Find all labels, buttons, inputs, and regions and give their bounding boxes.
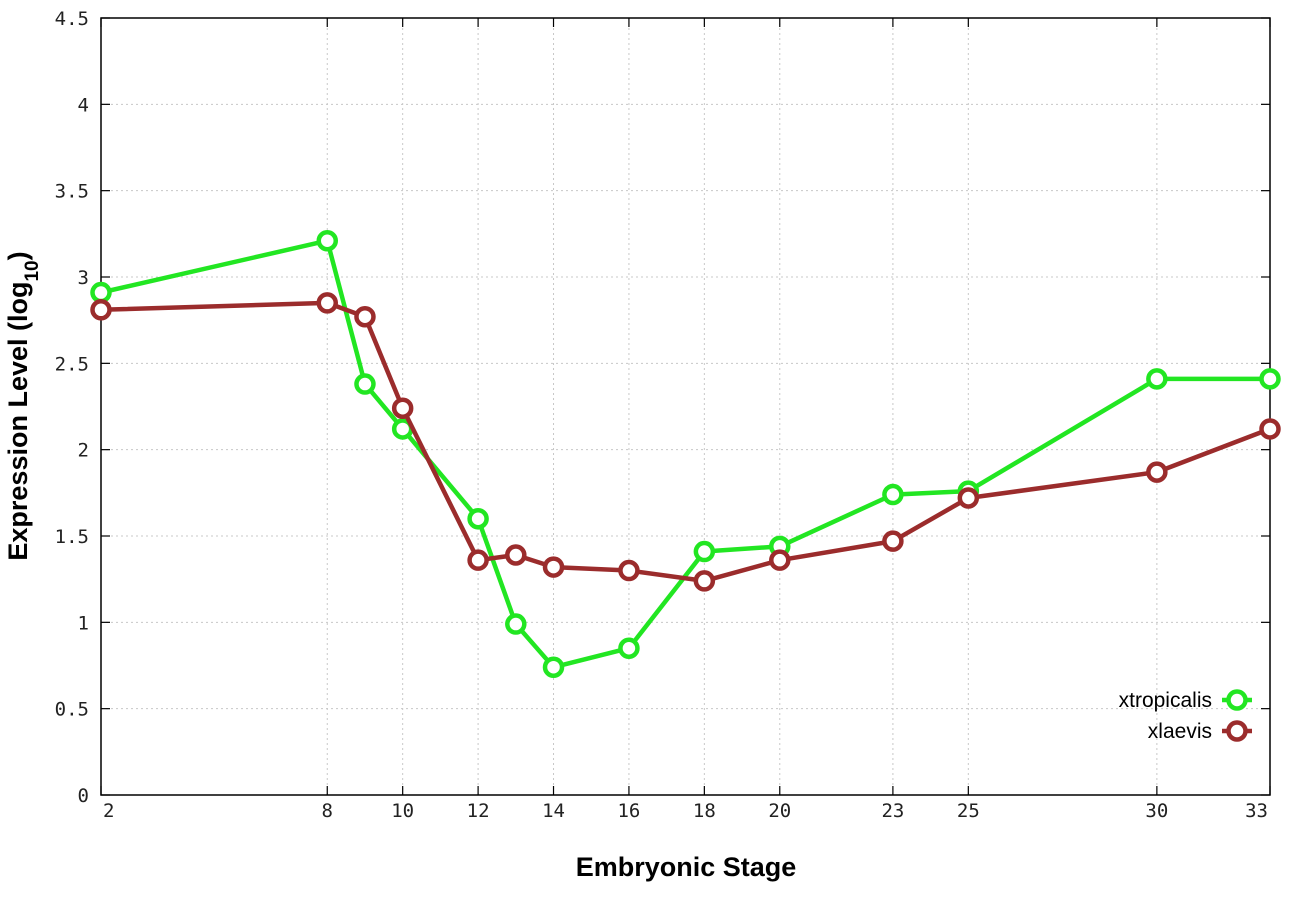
x-tick-label: 23	[881, 800, 904, 822]
data-point	[90, 281, 112, 304]
legend-label: xlaevis	[1148, 720, 1212, 743]
data-point	[505, 613, 527, 635]
x-tick-label: 2	[103, 800, 114, 822]
data-point	[391, 397, 414, 419]
legend-label: xtropicalis	[1119, 689, 1212, 712]
y-tick-label: 1.5	[55, 526, 89, 548]
y-tick-label: 0	[78, 785, 89, 807]
y-tick-label: 4.5	[55, 8, 89, 30]
data-point	[316, 292, 339, 314]
series-line	[100, 300, 1271, 584]
data-point	[957, 487, 980, 509]
legend-item: xlaevis	[1148, 720, 1252, 743]
y-axis-title: Expression Level (log10)	[3, 251, 43, 560]
x-tick-label: 25	[957, 800, 980, 822]
grid	[101, 18, 1270, 795]
x-tick-label: 14	[542, 800, 565, 822]
y-tick-label: 3.5	[55, 181, 89, 203]
data-point	[693, 540, 716, 563]
y-axis-title-main: Expression Level (log	[3, 282, 33, 561]
data-point	[693, 570, 716, 592]
series-layer	[90, 229, 1281, 678]
data-point	[1259, 368, 1281, 390]
series-xlaevis	[90, 292, 1281, 592]
x-tick-label: 18	[693, 800, 716, 822]
x-tick-label: 8	[322, 800, 333, 822]
data-point	[769, 549, 791, 571]
data-point	[90, 299, 112, 321]
data-point	[542, 656, 565, 678]
x-tick-label: 16	[617, 800, 640, 822]
x-tick-label: 20	[768, 800, 791, 822]
data-point	[316, 229, 339, 252]
series-xtropicalis	[90, 229, 1281, 678]
y-tick-label: 0.5	[55, 699, 89, 721]
data-point	[618, 637, 640, 659]
y-tick-label: 3	[78, 267, 89, 289]
legend-swatch-marker	[1226, 720, 1248, 742]
data-point	[467, 507, 489, 530]
data-point	[882, 530, 904, 552]
data-point	[1146, 368, 1168, 390]
y-tick-label: 4	[78, 94, 89, 116]
x-tick-label: 33	[1245, 800, 1268, 822]
data-point	[542, 556, 565, 578]
data-point	[1259, 418, 1281, 440]
data-point	[882, 483, 904, 506]
x-tick-label: 30	[1145, 800, 1168, 822]
data-point	[505, 544, 527, 566]
data-point	[618, 559, 640, 582]
data-point	[354, 305, 376, 328]
y-axis: 0 0.5 1 1.5 2 2.5 3 3.5 4 4.5	[55, 8, 1270, 807]
plot-frame	[100, 17, 1271, 796]
legend-swatch-marker	[1226, 689, 1248, 711]
y-tick-label: 1	[78, 612, 89, 634]
legend-item: xtropicalis	[1119, 689, 1252, 712]
data-point	[354, 373, 376, 395]
x-axis: 2 8 10 12 14 16 18 20 23 25 30 33	[100, 18, 1271, 822]
legend: xtropicalis xlaevis	[1119, 689, 1252, 743]
x-axis-title: Embryonic Stage	[576, 852, 797, 882]
y-axis-title-close: )	[3, 251, 33, 260]
data-point	[467, 549, 489, 571]
x-tick-label: 10	[391, 800, 414, 822]
y-tick-label: 2.5	[55, 353, 89, 375]
data-point	[1146, 461, 1168, 483]
y-axis-title-subscript: 10	[22, 260, 43, 281]
y-tick-label: 2	[78, 440, 89, 462]
x-tick-label: 12	[467, 800, 490, 822]
